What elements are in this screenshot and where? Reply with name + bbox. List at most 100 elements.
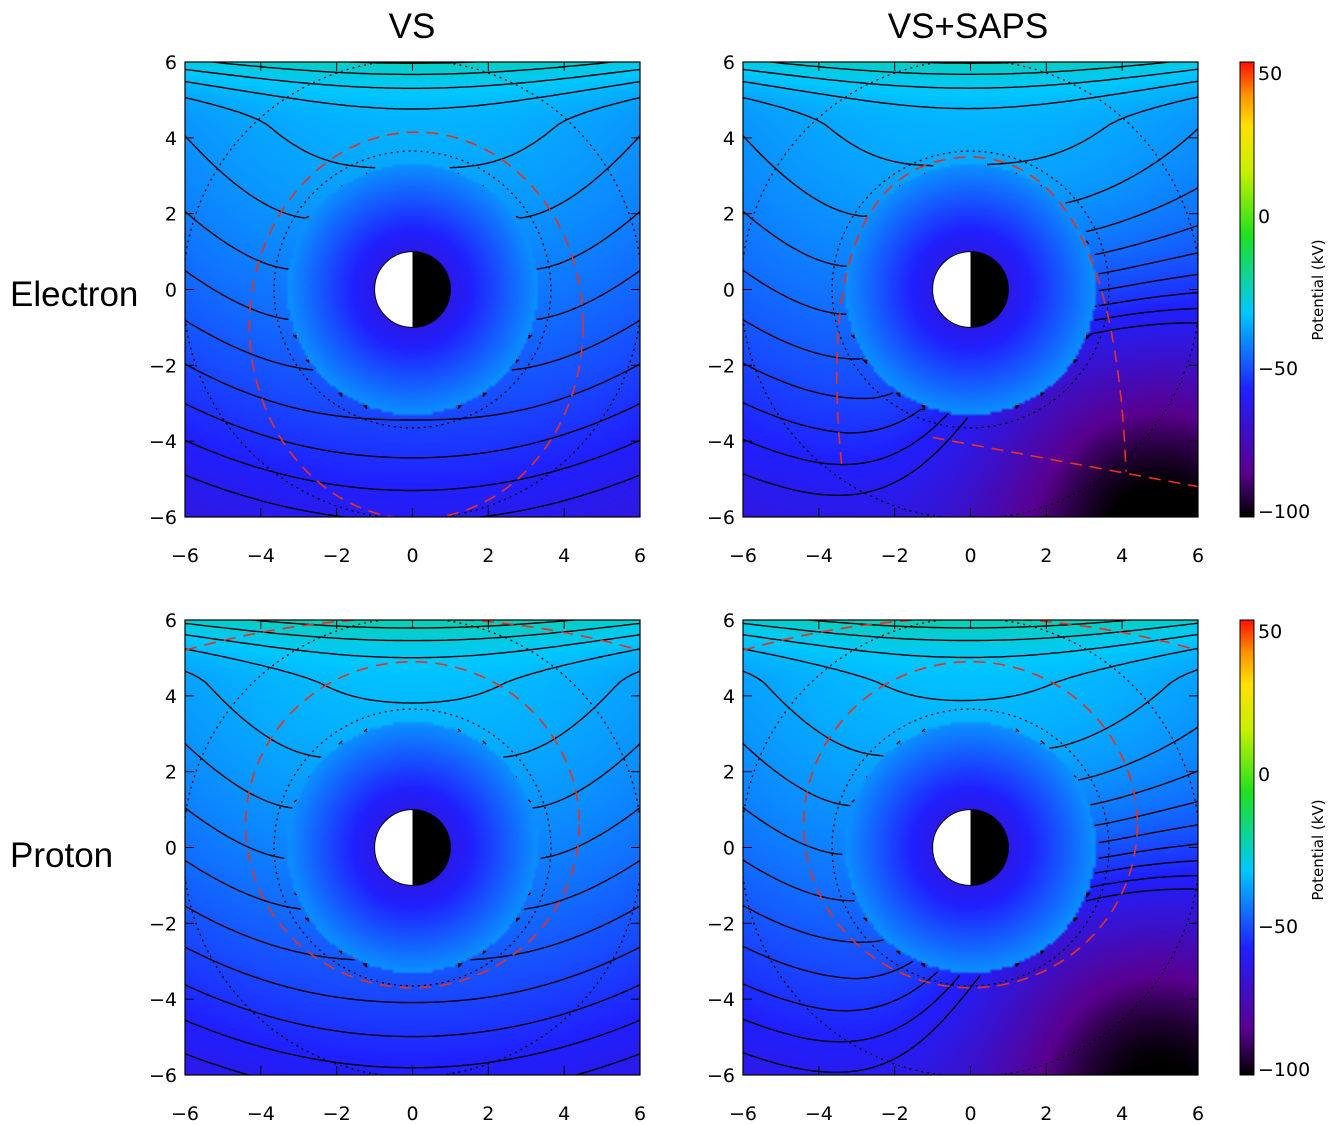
red-dashed-boundary bbox=[743, 620, 1198, 652]
x-tick-label: −6 bbox=[171, 1103, 199, 1124]
x-tick-label: 4 bbox=[558, 1103, 570, 1124]
y-tick-label: 4 bbox=[165, 128, 177, 150]
equipotential-contour bbox=[185, 68, 640, 89]
y-tick-label: 6 bbox=[165, 52, 177, 74]
equipotential-contour bbox=[743, 252, 1198, 409]
equipotential-contour bbox=[185, 474, 640, 517]
equipotential-contour bbox=[743, 874, 1198, 1043]
x-tick-label: 4 bbox=[1116, 545, 1128, 567]
y-tick-label: 4 bbox=[723, 128, 735, 150]
colorbar-top-tick-0: 0 bbox=[1258, 206, 1270, 228]
red-dashed-boundary bbox=[185, 620, 640, 652]
red-dashed-boundary bbox=[932, 436, 1198, 488]
red-dashed-boundary bbox=[835, 155, 1127, 472]
equipotential-contour bbox=[743, 800, 1198, 966]
equipotential-contour bbox=[743, 824, 1198, 967]
equipotential-contour bbox=[185, 1019, 640, 1069]
contour-group bbox=[743, 62, 1198, 517]
x-tick-label: 0 bbox=[964, 545, 976, 567]
equipotential-contour bbox=[185, 634, 640, 659]
x-tick-label: −2 bbox=[323, 1103, 351, 1124]
dotted-circle bbox=[273, 708, 552, 987]
x-tick-label: 6 bbox=[634, 545, 646, 567]
y-tick-label: −4 bbox=[707, 989, 735, 1011]
x-tick-label: −4 bbox=[247, 545, 275, 567]
row-label-proton: Proton bbox=[10, 836, 113, 875]
y-tick-label: 2 bbox=[723, 762, 735, 784]
equipotential-contour bbox=[743, 322, 1198, 496]
equipotential-contour bbox=[743, 273, 1198, 410]
contour-group bbox=[185, 620, 640, 1075]
x-tick-label: 2 bbox=[482, 1103, 494, 1124]
x-tick-label: 0 bbox=[964, 1103, 976, 1124]
dotted-circle bbox=[831, 708, 1110, 987]
panel-4: −6 −4 −2 0 2 4 6 6 4 2 0 −2 −4 −6 bbox=[707, 610, 1204, 1124]
x-tick-label: 2 bbox=[1040, 1103, 1052, 1124]
x-tick-label: −4 bbox=[805, 1103, 833, 1124]
y-tick-label: −2 bbox=[149, 913, 177, 935]
row-label-electron: Electron bbox=[10, 275, 138, 314]
column-title-vs: VS bbox=[389, 7, 436, 46]
y-tick-label: −4 bbox=[149, 431, 177, 453]
x-tick-label: −6 bbox=[171, 545, 199, 567]
y-tick-label: −6 bbox=[149, 1065, 177, 1087]
x-tick-label: 6 bbox=[1192, 545, 1204, 567]
equipotential-contour bbox=[185, 859, 640, 967]
equipotential-contour bbox=[185, 402, 640, 459]
equipotential-contour bbox=[743, 633, 1198, 659]
colorbar-top-label: Potential (kV) bbox=[1309, 239, 1327, 340]
equipotential-contour bbox=[743, 860, 1198, 1012]
colorbar-bottom-tick-0: 0 bbox=[1258, 764, 1270, 786]
equipotential-contour bbox=[743, 888, 1198, 1073]
dotted-circle bbox=[831, 150, 1110, 429]
y-tick-label: −4 bbox=[707, 431, 735, 453]
panel-2: −6 −4 −2 0 2 4 6 6 4 2 0 −2 −4 −6 bbox=[707, 52, 1204, 567]
panel-3: −6 −4 −2 0 2 4 6 6 4 2 0 −2 −4 −6 bbox=[149, 610, 646, 1124]
y-tick-label: −6 bbox=[707, 507, 735, 529]
equipotential-contour bbox=[743, 128, 1198, 217]
y-tick-label: 2 bbox=[723, 204, 735, 226]
equipotential-contour bbox=[185, 670, 640, 758]
colorbar-top-tick-50: 50 bbox=[1258, 63, 1282, 85]
x-tick-label: 4 bbox=[558, 545, 570, 567]
colorbar-top-tick-minus-50: −50 bbox=[1258, 358, 1298, 380]
x-tick-label: 0 bbox=[406, 545, 418, 567]
equipotential-contour bbox=[743, 80, 1198, 110]
equipotential-contour bbox=[185, 946, 640, 1004]
equipotential-contour bbox=[743, 187, 1198, 407]
equipotential-contour bbox=[743, 224, 1198, 408]
y-tick-label: 4 bbox=[165, 686, 177, 708]
y-tick-label: −4 bbox=[149, 989, 177, 1011]
earth-night-side bbox=[970, 251, 1009, 328]
y-tick-label: 0 bbox=[165, 838, 177, 860]
equipotential-contour bbox=[185, 80, 640, 110]
y-tick-label: −2 bbox=[707, 913, 735, 935]
x-tick-label: −6 bbox=[729, 1103, 757, 1124]
x-tick-label: 2 bbox=[1040, 545, 1052, 567]
colorbar-bottom-tick-minus-100: −100 bbox=[1258, 1059, 1310, 1081]
colorbar-top-gradient bbox=[1239, 61, 1255, 518]
colorbar-top-tick-minus-100: −100 bbox=[1258, 501, 1310, 523]
equipotential-contour bbox=[185, 622, 640, 642]
y-tick-label: −2 bbox=[149, 355, 177, 377]
x-tick-label: −6 bbox=[729, 545, 757, 567]
x-tick-label: −4 bbox=[247, 1103, 275, 1124]
earth-night-side bbox=[970, 809, 1009, 886]
equipotential-contour bbox=[743, 96, 1198, 167]
earth-night-side bbox=[412, 251, 451, 328]
x-tick-label: 2 bbox=[482, 545, 494, 567]
colorbar-bottom-tick-minus-50: −50 bbox=[1258, 916, 1298, 938]
contour-group bbox=[743, 620, 1198, 1075]
x-tick-label: 6 bbox=[1192, 1103, 1204, 1124]
x-tick-label: 4 bbox=[1116, 1103, 1128, 1124]
equipotential-contour bbox=[743, 307, 1198, 466]
x-tick-label: 6 bbox=[634, 1103, 646, 1124]
equipotential-contour bbox=[185, 984, 640, 1038]
y-tick-label: −6 bbox=[149, 507, 177, 529]
y-tick-label: 0 bbox=[723, 280, 735, 302]
y-tick-label: 6 bbox=[723, 610, 735, 632]
y-tick-label: 6 bbox=[723, 52, 735, 74]
y-tick-label: −6 bbox=[707, 1065, 735, 1087]
colorbar-bottom: 50 0 −50 −100 Potential (kV) bbox=[1239, 619, 1327, 1081]
